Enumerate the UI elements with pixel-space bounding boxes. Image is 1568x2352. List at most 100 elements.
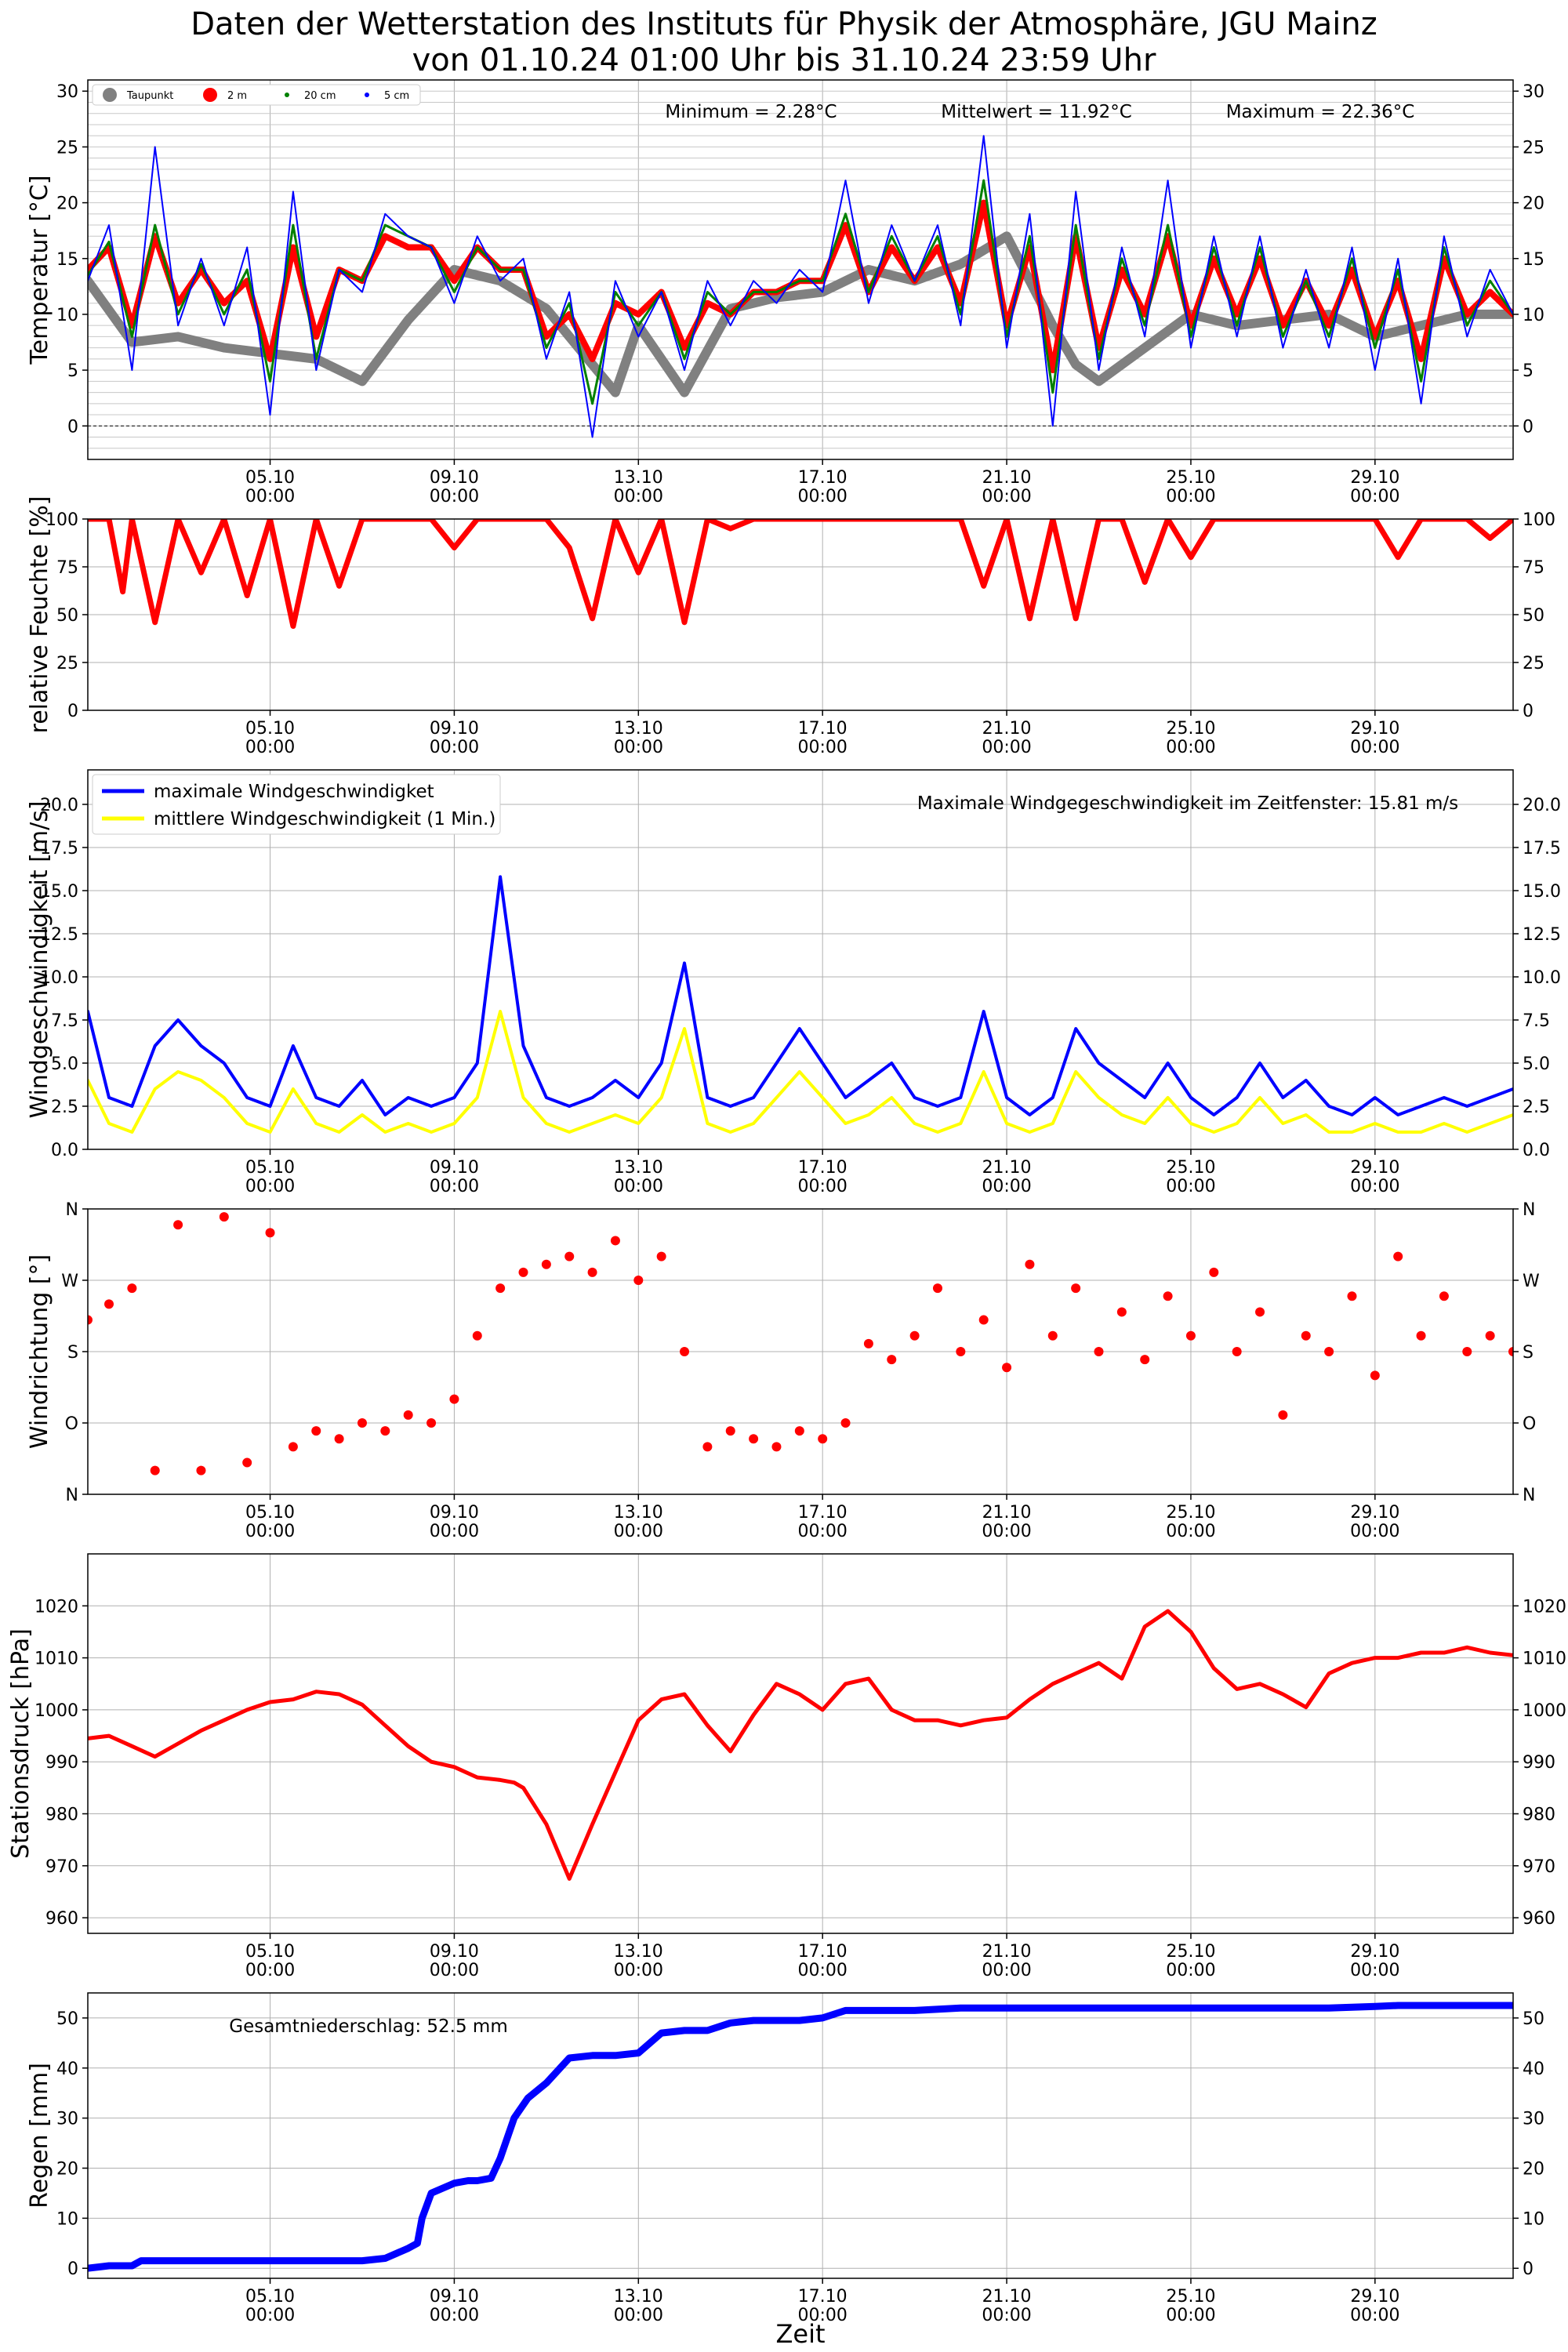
stat-annotation: Maximum = 22.36°C (1226, 102, 1415, 122)
y-tick-label-left: O (65, 1414, 78, 1434)
legend-marker (203, 88, 217, 102)
x-tick-sublabel: 00:00 (430, 487, 479, 506)
y-tick-label-right: 20 (1523, 194, 1544, 214)
y-tick-label-left: N (66, 1200, 78, 1220)
legend-label: 20 cm (304, 90, 336, 102)
x-tick-label: 29.10 (1350, 1942, 1399, 1962)
x-tick-sublabel: 00:00 (1166, 738, 1215, 757)
direction-point (610, 1236, 620, 1246)
stat-annotation: Minimum = 2.28°C (665, 102, 837, 122)
x-tick-sublabel: 00:00 (614, 487, 663, 506)
x-tick-label: 05.10 (245, 2287, 295, 2307)
y-tick-label-left: 990 (45, 1753, 78, 1773)
direction-point (1393, 1251, 1403, 1261)
x-tick-sublabel: 00:00 (430, 1961, 479, 1980)
x-tick-label: 17.10 (798, 1942, 848, 1962)
series-line-maximale-windgeschwindigket (88, 875, 1513, 1116)
y-tick-label-left: 0 (67, 417, 78, 437)
y-tick-label-right: 980 (1523, 1806, 1555, 1825)
x-tick-label: 21.10 (982, 1942, 1032, 1962)
y-tick-label-right: 20 (1523, 2160, 1544, 2180)
x-tick-sublabel: 00:00 (1166, 1177, 1215, 1196)
y-tick-label-left: 40 (56, 2060, 78, 2079)
x-tick-label: 05.10 (245, 719, 295, 739)
direction-point (633, 1276, 644, 1285)
y-tick-label-right: 25 (1523, 654, 1544, 673)
x-tick-label: 05.10 (245, 1503, 295, 1523)
y-tick-label-right: 40 (1523, 2060, 1544, 2079)
plot-area (88, 875, 1513, 1134)
y-tick-label-left: S (67, 1343, 78, 1363)
y-tick-label-right: N (1523, 1486, 1535, 1505)
y-tick-label-left: 12.5 (40, 925, 78, 945)
y-tick-label-right: 990 (1523, 1753, 1555, 1773)
legend-label: mittlere Windgeschwindigkeit (1 Min.) (154, 809, 495, 829)
direction-point (173, 1220, 183, 1230)
x-tick-sublabel: 00:00 (982, 1961, 1031, 1980)
direction-point (1163, 1291, 1173, 1301)
legend: Taupunkt 2 m 20 cm 5 cm (92, 84, 421, 106)
total-rain-annotation: Gesamtniederschlag: 52.5 mm (229, 2016, 507, 2037)
direction-point (1047, 1330, 1058, 1341)
y-tick-label-left: 960 (45, 1909, 78, 1929)
direction-point (1002, 1363, 1012, 1373)
direction-point (150, 1465, 160, 1475)
direction-point (311, 1426, 321, 1436)
y-tick-label-right: 50 (1523, 2009, 1544, 2029)
y-tick-label-right: W (1523, 1272, 1540, 1291)
y-tick-label-left: 7.5 (51, 1011, 78, 1031)
plot-frame (87, 518, 1514, 711)
y-tick-label-right: 960 (1523, 1909, 1555, 1929)
x-tick-label: 21.10 (982, 1503, 1032, 1523)
y-tick-label-right: 100 (1523, 510, 1555, 530)
x-tick-sublabel: 00:00 (1350, 2306, 1399, 2325)
x-tick-sublabel: 00:00 (797, 2306, 847, 2325)
direction-point (1370, 1370, 1380, 1381)
y-tick-label-right: 75 (1523, 558, 1544, 578)
x-tick-sublabel: 00:00 (797, 1522, 847, 1541)
x-tick-sublabel: 00:00 (982, 738, 1031, 757)
direction-point (680, 1347, 690, 1356)
plot-frame (87, 1208, 1514, 1495)
direction-point (863, 1338, 873, 1348)
x-tick-label: 25.10 (1166, 719, 1215, 739)
direction-point (380, 1426, 390, 1436)
direction-point (403, 1410, 413, 1420)
direction-point (357, 1418, 367, 1428)
direction-point (725, 1426, 735, 1436)
x-tick-label: 25.10 (1166, 1942, 1215, 1962)
y-tick-label-right: O (1523, 1414, 1536, 1434)
x-tick-label: 09.10 (430, 719, 479, 739)
x-tick-sublabel: 00:00 (797, 487, 847, 506)
x-tick-sublabel: 00:00 (982, 2306, 1031, 2325)
x-tick-sublabel: 00:00 (1350, 738, 1399, 757)
y-tick-label-left: 5.0 (51, 1054, 78, 1074)
x-tick-label: 29.10 (1350, 1158, 1399, 1178)
direction-point (1301, 1330, 1311, 1341)
direction-point (88, 1315, 93, 1325)
x-tick-label: 29.10 (1350, 2287, 1399, 2307)
direction-point (1347, 1291, 1357, 1301)
y-tick-label-left: 20.0 (40, 796, 78, 815)
y-tick-label-left: W (61, 1272, 78, 1291)
y-axis-label: Stationsdruck [hPa] (7, 1628, 34, 1859)
y-tick-label-right: 0 (1523, 2259, 1534, 2279)
x-tick-sublabel: 00:00 (430, 738, 479, 757)
y-tick-label-left: 1020 (34, 1597, 78, 1617)
y-tick-label-right: 20.0 (1523, 796, 1561, 815)
plot-frame (87, 79, 1514, 460)
y-axis-label: Windrichtung [°] (26, 1254, 53, 1449)
x-tick-sublabel: 00:00 (797, 738, 847, 757)
x-tick-label: 25.10 (1166, 2287, 1215, 2307)
plot-area (88, 135, 1513, 438)
plot-area (88, 1212, 1513, 1475)
x-tick-label: 09.10 (430, 468, 479, 488)
x-tick-label: 09.10 (430, 1942, 479, 1962)
x-tick-label: 13.10 (614, 1942, 663, 1962)
x-tick-sublabel: 00:00 (1350, 1522, 1399, 1541)
legend-label: 2 m (227, 90, 247, 102)
y-tick-label-left: 980 (45, 1806, 78, 1825)
direction-point (495, 1283, 506, 1294)
y-tick-label-left: 970 (45, 1857, 78, 1877)
x-tick-sublabel: 00:00 (1166, 1961, 1215, 1980)
